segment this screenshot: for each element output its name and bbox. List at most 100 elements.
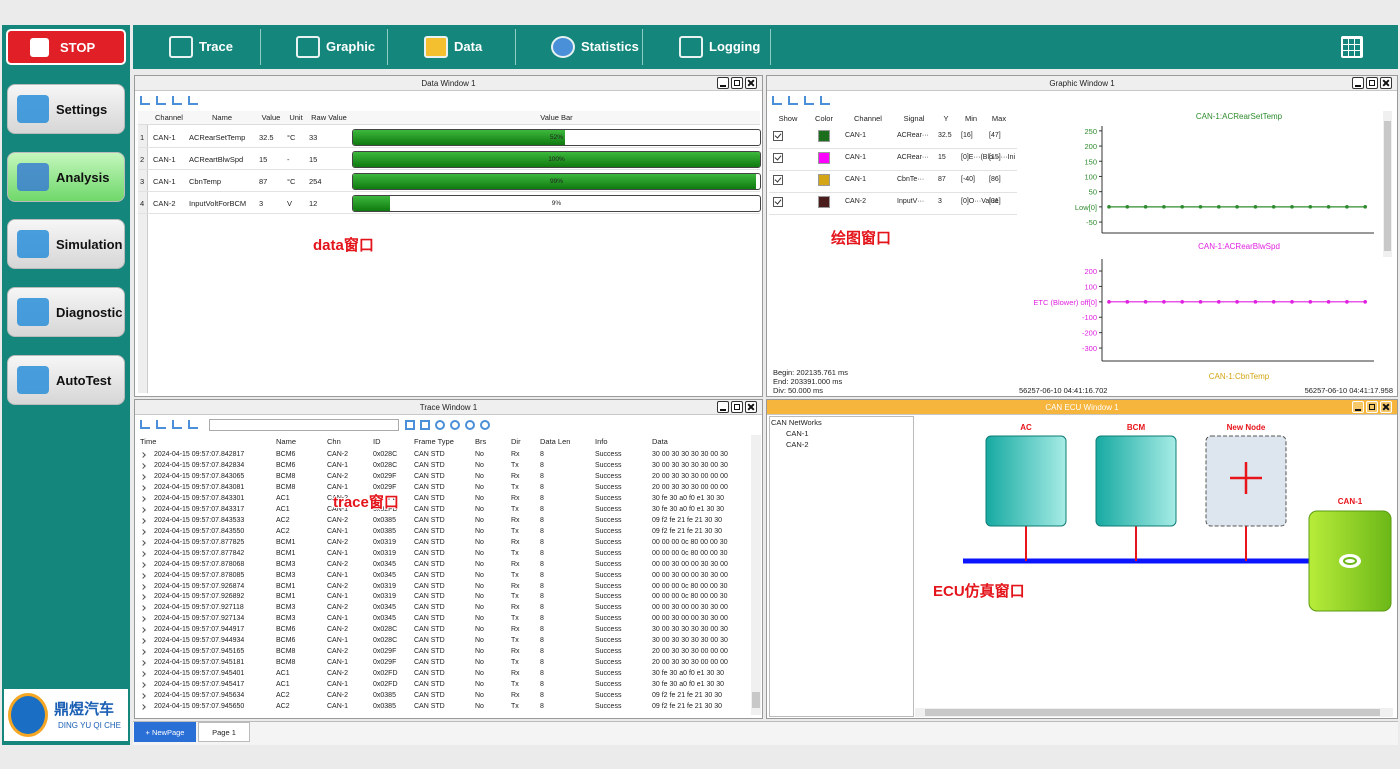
tool-icon[interactable]	[156, 420, 166, 429]
trace-cell: CAN-2	[327, 473, 348, 480]
trace-cell: 2024-04-15 09:57:07.944934	[154, 637, 244, 644]
tool-icon[interactable]	[420, 420, 430, 430]
ecu-node	[986, 436, 1066, 526]
minimize-button[interactable]	[717, 77, 729, 89]
minimize-button[interactable]	[1352, 77, 1364, 89]
page-tab[interactable]: Page 1	[198, 722, 250, 742]
show-checkbox[interactable]	[773, 131, 783, 141]
expand-arrow[interactable]	[140, 540, 146, 546]
calculator-button[interactable]	[1341, 36, 1363, 58]
expand-arrow[interactable]	[140, 562, 146, 568]
tool-icon[interactable]	[140, 420, 150, 429]
toolbar-tab[interactable]: Statistics	[515, 25, 642, 69]
tool-icon[interactable]	[465, 420, 475, 430]
maximize-button[interactable]	[1366, 401, 1378, 413]
toolbar-tab[interactable]: Graphic	[260, 25, 387, 69]
expand-arrow[interactable]	[140, 704, 146, 710]
value-bar-label: 52%	[353, 134, 760, 141]
expand-arrow[interactable]	[140, 474, 146, 480]
expand-arrow[interactable]	[140, 584, 146, 590]
trace-cell: CAN-2	[327, 648, 348, 655]
table-cell: ACRearSetTemp	[189, 133, 245, 142]
expand-arrow[interactable]	[140, 485, 146, 491]
tool-icon[interactable]	[772, 96, 782, 105]
tool-icon[interactable]	[788, 96, 798, 105]
tree-item[interactable]: CAN-1	[786, 429, 809, 438]
tool-icon[interactable]	[156, 96, 166, 105]
trace-cell: Tx	[511, 462, 519, 469]
expand-arrow[interactable]	[140, 452, 146, 458]
trace-cell: Success	[595, 550, 621, 557]
trace-cell: 2024-04-15 09:57:07.927118	[154, 604, 244, 611]
tree-item[interactable]: CAN-2	[786, 440, 809, 449]
tool-icon[interactable]	[450, 420, 460, 430]
tool-icon[interactable]	[405, 420, 415, 430]
data-point	[1254, 205, 1258, 209]
page-tab[interactable]: + NewPage	[134, 722, 196, 742]
menu-button[interactable]: Diagnostic	[7, 287, 125, 337]
trace-cell: No	[475, 462, 484, 469]
tool-icon[interactable]	[820, 96, 830, 105]
expand-arrow[interactable]	[140, 595, 146, 601]
tree-item[interactable]: CAN NetWorks	[771, 418, 822, 427]
trace-cell: 8	[540, 659, 544, 666]
expand-arrow[interactable]	[140, 693, 146, 699]
show-checkbox[interactable]	[773, 197, 783, 207]
table-cell: InputV···	[897, 198, 924, 206]
tool-icon[interactable]	[804, 96, 814, 105]
tool-icon[interactable]	[188, 420, 198, 429]
trace-cell: AC1	[276, 495, 290, 502]
close-button[interactable]	[1380, 401, 1392, 413]
expand-arrow[interactable]	[140, 649, 146, 655]
show-checkbox[interactable]	[773, 153, 783, 163]
row-index: 3	[140, 177, 144, 186]
expand-arrow[interactable]	[140, 551, 146, 557]
expand-arrow[interactable]	[140, 606, 146, 612]
window-title: CAN ECU Window 1	[767, 403, 1397, 412]
toolbar-tab[interactable]: Data	[388, 25, 515, 69]
expand-arrow[interactable]	[140, 628, 146, 634]
menu-button[interactable]: Simulation	[7, 219, 125, 269]
toolbar-tab[interactable]: Trace	[133, 25, 260, 69]
column-header: Dir	[511, 437, 521, 446]
tool-icon[interactable]	[480, 420, 490, 430]
minimize-button[interactable]	[717, 401, 729, 413]
trace-cell: 0x029F	[373, 473, 396, 480]
minimize-button[interactable]	[1352, 401, 1364, 413]
expand-arrow[interactable]	[140, 529, 146, 535]
trace-cell: 8	[540, 550, 544, 557]
tool-icon[interactable]	[188, 96, 198, 105]
maximize-button[interactable]	[1366, 77, 1378, 89]
expand-arrow[interactable]	[140, 671, 146, 677]
tool-icon[interactable]	[172, 420, 182, 429]
tool-icon[interactable]	[172, 96, 182, 105]
tool-icon[interactable]	[140, 96, 150, 105]
menu-label: Settings	[56, 102, 107, 117]
y-tick-label: Low[0]	[1075, 203, 1097, 212]
maximize-button[interactable]	[731, 401, 743, 413]
expand-arrow[interactable]	[140, 573, 146, 579]
menu-button[interactable]: Settings	[7, 84, 125, 134]
expand-arrow[interactable]	[140, 496, 146, 502]
expand-arrow[interactable]	[140, 660, 146, 666]
tool-icon[interactable]	[435, 420, 445, 430]
menu-button[interactable]: Analysis	[7, 152, 125, 202]
trace-cell: No	[475, 561, 484, 568]
show-checkbox[interactable]	[773, 175, 783, 185]
expand-arrow[interactable]	[140, 638, 146, 644]
close-button[interactable]	[745, 77, 757, 89]
stop-button[interactable]: STOP	[6, 29, 126, 65]
close-button[interactable]	[1380, 77, 1392, 89]
menu-icon	[17, 95, 49, 123]
maximize-button[interactable]	[731, 77, 743, 89]
toolbar-tab[interactable]: Logging	[643, 25, 770, 69]
expand-arrow[interactable]	[140, 682, 146, 688]
expand-arrow[interactable]	[140, 507, 146, 513]
filter-input[interactable]	[209, 419, 399, 431]
close-button[interactable]	[745, 401, 757, 413]
node-label: New Node	[1227, 423, 1266, 432]
expand-arrow[interactable]	[140, 617, 146, 623]
expand-arrow[interactable]	[140, 463, 146, 469]
expand-arrow[interactable]	[140, 518, 146, 524]
menu-button[interactable]: AutoTest	[7, 355, 125, 405]
